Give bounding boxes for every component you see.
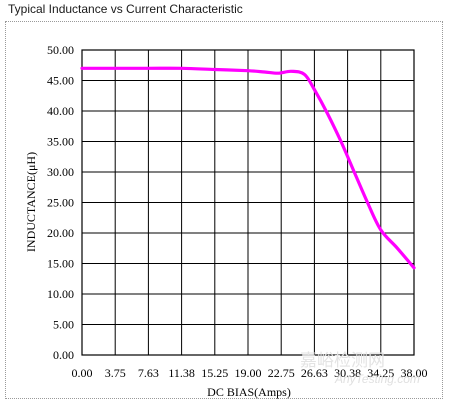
y-tick-label: 45.00	[47, 74, 74, 88]
watermark-cn: 嘉峪检测网	[300, 351, 385, 371]
y-tick-label: 15.00	[47, 257, 74, 271]
x-tick-label: 34.25	[367, 366, 394, 380]
y-tick-label: 30.00	[47, 165, 74, 179]
x-tick-label: 15.25	[201, 366, 228, 380]
y-tick-label: 40.00	[47, 104, 74, 118]
y-tick-label: 0.00	[53, 348, 74, 362]
watermark-en: AnyTesting.com	[334, 372, 420, 386]
chart-grid	[81, 49, 415, 356]
x-tick-label: 30.38	[334, 366, 361, 380]
chart-series	[80, 66, 416, 270]
y-tick-labels: 0.00 5.00 10.00 15.00 20.00 25.00 30.00 35.00 40…	[47, 43, 74, 362]
x-tick-label: 7.63	[138, 366, 159, 380]
y-tick-label: 25.00	[47, 196, 74, 210]
x-tick-label: 22.75	[268, 366, 295, 380]
inductance-curve	[80, 66, 416, 270]
x-tick-label: 0.00	[72, 366, 93, 380]
chart-heading: Typical Inductance vs Current Characteri…	[8, 2, 243, 16]
plot-frame	[81, 49, 415, 356]
y-tick-label: 5.00	[53, 318, 74, 332]
y-tick-label: 10.00	[47, 287, 74, 301]
y-tick-label: 35.00	[47, 135, 74, 149]
y-tick-label: 20.00	[47, 226, 74, 240]
x-tick-label: 38.00	[401, 366, 428, 380]
x-tick-label: 3.75	[105, 366, 126, 380]
x-tick-label: 19.00	[235, 366, 262, 380]
x-tick-label: 11.38	[168, 366, 195, 380]
x-axis-label: DC BIAS(Amps)	[207, 385, 291, 399]
x-tick-labels: 0.00 3.75 7.63 11.38 15.25 19.00 22.75 26.63 30.…	[72, 366, 428, 380]
x-tick-label: 26.63	[301, 366, 328, 380]
y-tick-label: 50.00	[47, 43, 74, 57]
y-axis-label: INDUCTANCE(μH)	[24, 152, 38, 252]
